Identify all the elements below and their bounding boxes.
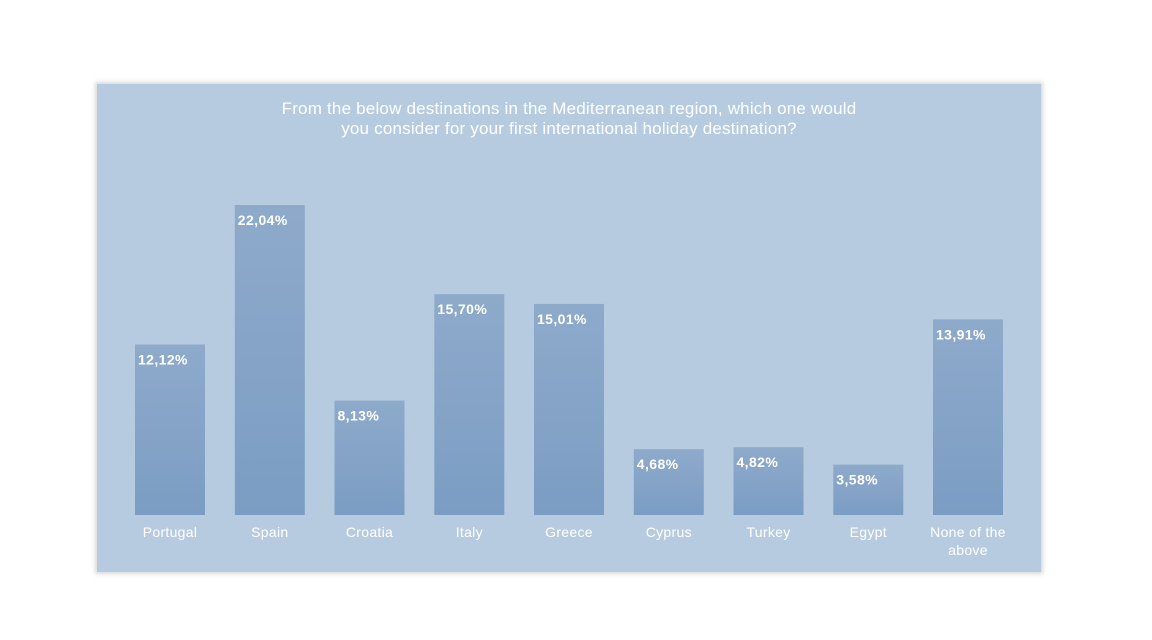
bar-value-label: 8,13% bbox=[338, 408, 380, 424]
category-label: above bbox=[948, 542, 988, 558]
bar-croatia bbox=[334, 400, 405, 515]
bar-value-label: 4,68% bbox=[637, 456, 679, 472]
bar-value-label: 15,70% bbox=[437, 301, 487, 317]
bar-greece bbox=[534, 303, 604, 515]
bar-value-label: 13,91% bbox=[936, 326, 986, 342]
bars-layer bbox=[135, 205, 1003, 515]
bar-egypt bbox=[833, 464, 904, 515]
bar-value-label: 4,82% bbox=[737, 454, 779, 470]
labels-layer: 12,12% Portugal 22,04% Spain 8,13% Croatia 15,… bbox=[138, 212, 1006, 558]
chart-title-line-2: you consider for your first internationa… bbox=[341, 119, 797, 138]
bar-value-label: 22,04% bbox=[238, 212, 288, 228]
bar-turkey bbox=[733, 447, 804, 515]
category-label: None of the bbox=[930, 524, 1006, 540]
chart-title: From the below destinations in the Medit… bbox=[97, 99, 1041, 139]
bar-value-label: 3,58% bbox=[836, 472, 878, 488]
chart-title-line-1: From the below destinations in the Medit… bbox=[281, 99, 857, 118]
category-label: Cyprus bbox=[646, 524, 692, 540]
category-label: Egypt bbox=[850, 524, 887, 540]
bar-cyprus bbox=[633, 449, 704, 515]
bar-chart: 12,12% Portugal 22,04% Spain 8,13% Croatia 15,… bbox=[135, 205, 1006, 558]
category-label: Croatia bbox=[346, 524, 393, 540]
chart-panel: From the below destinations in the Medit… bbox=[97, 84, 1041, 572]
category-label: Italy bbox=[456, 524, 483, 540]
bar-italy bbox=[434, 294, 505, 515]
bar-value-label: 12,12% bbox=[138, 352, 188, 368]
bar-none-of-the-above bbox=[933, 319, 1003, 515]
bar-spain bbox=[234, 205, 305, 515]
category-label: Portugal bbox=[143, 524, 198, 540]
category-label: Turkey bbox=[746, 524, 790, 540]
bar-value-label: 15,01% bbox=[537, 311, 587, 327]
category-label: Greece bbox=[545, 524, 593, 540]
bar-portugal bbox=[135, 344, 205, 515]
category-label: Spain bbox=[251, 524, 288, 540]
